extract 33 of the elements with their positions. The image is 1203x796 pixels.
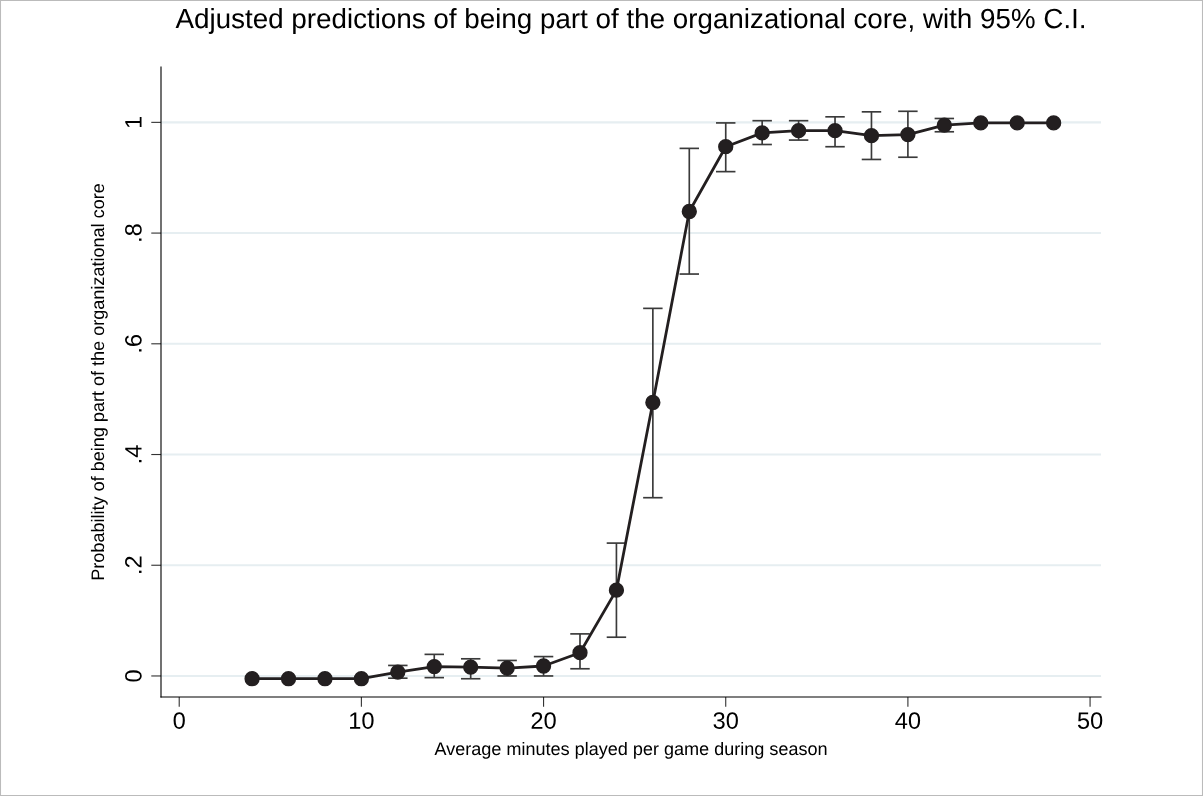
point [681, 203, 697, 220]
point [572, 645, 588, 661]
point [718, 139, 734, 155]
y-tick-label: 1 [125, 116, 142, 128]
point [827, 123, 843, 139]
y-tick-label: .8 [125, 224, 142, 241]
x-tick-label: 50 [1077, 712, 1103, 729]
x-tick-label: 30 [713, 712, 738, 729]
x-tick-label: 40 [895, 712, 921, 729]
x-axis-title: Average minutes played per game during season [434, 741, 827, 759]
point [426, 658, 442, 675]
chart-title: Adjusted predictions of being part of the organizational core, with 95% C.I. [175, 7, 1085, 34]
point [463, 659, 479, 675]
point [973, 115, 989, 131]
y-tick-label: 0 [125, 670, 142, 682]
point [754, 125, 770, 141]
x-tick-label: 20 [531, 712, 556, 729]
y-tick-label: .4 [125, 445, 142, 463]
point [900, 126, 916, 143]
point [1009, 115, 1025, 131]
point [863, 128, 880, 144]
point [244, 671, 260, 687]
point [645, 394, 661, 411]
point [353, 671, 370, 687]
point [1045, 115, 1062, 131]
point [280, 671, 297, 687]
y-tick-label: .6 [125, 334, 142, 352]
y-axis-title: Probability of being part of the organizational core [90, 184, 108, 580]
x-tick-label: 0 [173, 712, 185, 729]
x-tick-label: 10 [350, 712, 374, 729]
point [608, 582, 625, 598]
y-tick-label: .2 [125, 556, 142, 573]
point [317, 671, 333, 687]
